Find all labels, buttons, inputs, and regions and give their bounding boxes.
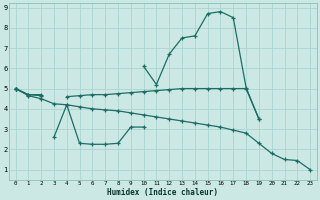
X-axis label: Humidex (Indice chaleur): Humidex (Indice chaleur)	[107, 188, 218, 197]
